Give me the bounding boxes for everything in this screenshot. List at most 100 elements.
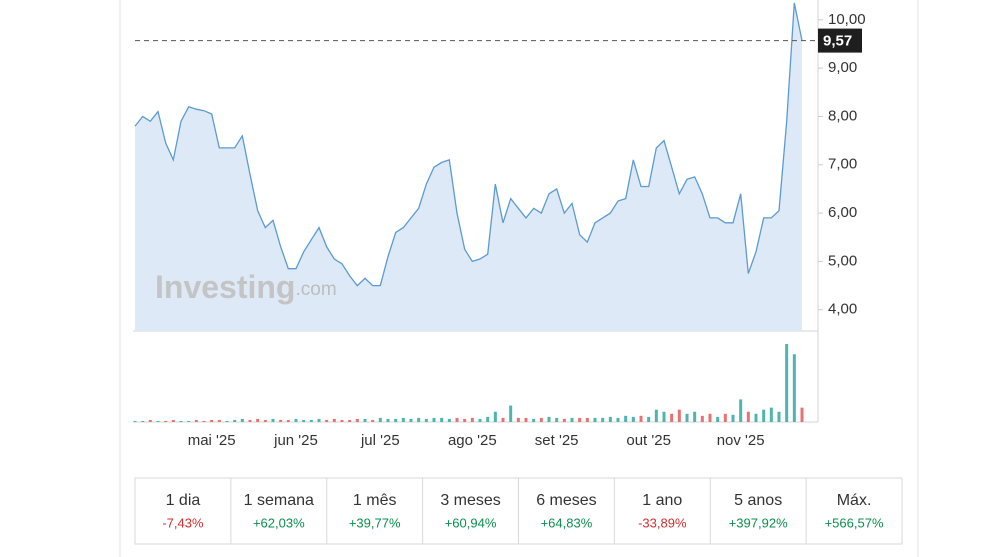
volume-bar (470, 417, 474, 422)
volume-bar (202, 420, 206, 422)
volume-bar (271, 418, 275, 422)
volume-bar (516, 417, 520, 422)
volume-bar (570, 417, 574, 422)
volume-bar (478, 418, 482, 422)
volume-bar (286, 419, 290, 422)
x-tick-label: jun '25 (273, 432, 318, 449)
period-change: +64,83% (541, 515, 593, 530)
volume-bar (248, 419, 252, 422)
volume-bar (256, 418, 260, 422)
volume-bar (800, 407, 804, 422)
period-label: 1 ano (642, 492, 682, 509)
volume-bar (386, 418, 390, 422)
x-tick-label: nov '25 (717, 432, 765, 449)
y-tick-label: 5,00 (828, 252, 857, 269)
volume-bar (624, 415, 628, 422)
volume-bar (746, 411, 750, 422)
x-tick-label: jul '25 (360, 432, 400, 449)
volume-bar (447, 418, 451, 422)
period-change: +60,94% (445, 515, 497, 530)
volume-bar (654, 409, 658, 422)
y-tick-label: 8,00 (828, 107, 857, 124)
x-tick-label: set '25 (535, 432, 579, 449)
volume-bar (555, 417, 559, 422)
y-tick-label: 10,00 (828, 11, 866, 28)
volume-bar (240, 418, 244, 422)
last-price-label: 9,57 (823, 33, 852, 50)
volume-bar (317, 418, 321, 422)
volume-bar (417, 417, 421, 422)
period-label: 1 dia (166, 492, 201, 509)
volume-bar (792, 354, 796, 422)
volume-bar (455, 417, 459, 422)
volume-bar (777, 411, 781, 422)
volume-bar (294, 418, 298, 422)
x-tick-label: ago '25 (448, 432, 497, 449)
watermark-brand: Investing (155, 269, 295, 305)
volume-bar (233, 419, 237, 422)
volume-bar (731, 414, 735, 422)
period-label: 5 anos (734, 492, 782, 509)
volume-bar (348, 419, 352, 422)
volume-bar (279, 419, 283, 422)
volume-bar (133, 420, 137, 422)
period-change: +62,03% (253, 515, 305, 530)
period-label: 1 semana (244, 492, 314, 509)
period-label: Máx. (837, 492, 872, 509)
period-label: 1 mês (353, 492, 397, 509)
volume-bar (693, 411, 697, 422)
volume-bar (785, 344, 789, 422)
period-change: +566,57% (825, 515, 884, 530)
volume-bar (156, 420, 160, 422)
volume-bar (187, 420, 191, 422)
volume-bar (532, 418, 536, 422)
volume-bar (708, 413, 712, 422)
volume-bar (332, 418, 336, 422)
period-change: +397,92% (729, 515, 788, 530)
volume-bar (585, 417, 589, 422)
volume-bar (501, 417, 505, 422)
volume-bar (164, 420, 168, 422)
area-fill (135, 2, 802, 332)
volume-bar (593, 417, 597, 422)
volume-bar (486, 416, 490, 422)
x-tick-label: out '25 (626, 432, 671, 449)
volume-bar (608, 416, 612, 422)
volume-bar (210, 419, 214, 422)
volume-bar (194, 419, 198, 422)
volume-bar (754, 413, 758, 422)
volume-bar (547, 416, 551, 422)
y-tick-label: 7,00 (828, 156, 857, 173)
period-label: 3 meses (440, 492, 500, 509)
volume-bar (409, 418, 413, 422)
volume-bar (325, 419, 329, 422)
volume-bar (432, 417, 436, 422)
watermark: Investing.com (155, 269, 337, 305)
volume-bar (355, 418, 359, 422)
volume-bar (677, 409, 681, 422)
volume-bar (171, 419, 175, 422)
y-tick-label: 9,00 (828, 59, 857, 76)
volume-bar (769, 407, 773, 422)
volume-bar (302, 419, 306, 422)
x-tick-label: mai '25 (188, 432, 236, 449)
volume-bar (225, 420, 229, 422)
volume-bar (363, 418, 367, 422)
volume-bar (263, 419, 267, 422)
volume-bar (562, 418, 566, 422)
volume-bar (685, 413, 689, 422)
volume-bar (539, 417, 543, 422)
volume-bar (700, 415, 704, 422)
price-line (134, 2, 803, 287)
volume-bar (340, 419, 344, 422)
volume-bar (371, 419, 375, 422)
volume-bar (578, 417, 582, 422)
period-change: +39,77% (349, 515, 401, 530)
volume-bar (662, 411, 666, 422)
volume-bar (493, 411, 497, 422)
volume-bar (524, 417, 528, 422)
volume-bar (394, 418, 398, 422)
y-tick-label: 6,00 (828, 204, 857, 221)
volume-bar (616, 417, 620, 422)
